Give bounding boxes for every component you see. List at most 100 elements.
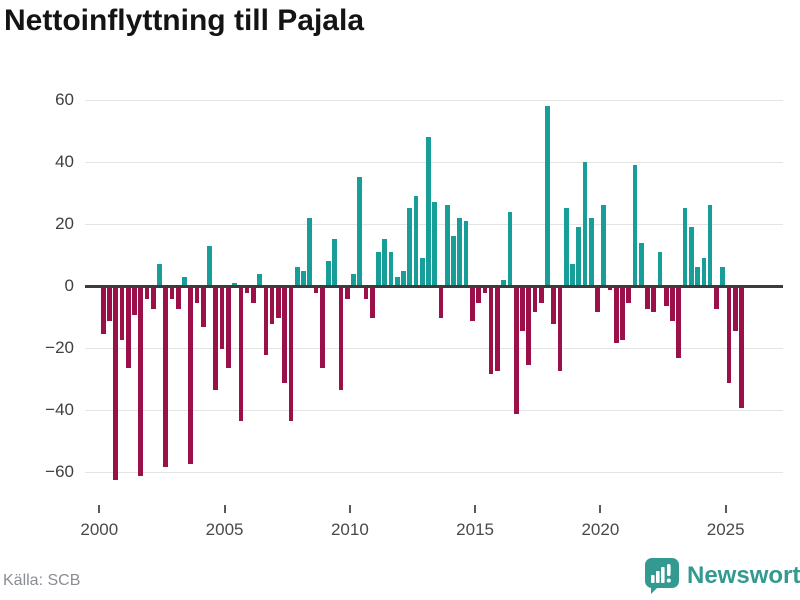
x-tick-2010	[348, 505, 351, 513]
bar-2024Q1	[701, 258, 707, 286]
bar-2017Q1	[526, 287, 532, 365]
bar-2020Q2	[607, 287, 613, 291]
y-tick-label-40: 40	[55, 152, 74, 171]
bar-2008Q3	[313, 287, 319, 294]
bar-2018Q3	[563, 208, 569, 286]
bar-2025Q3	[739, 287, 744, 409]
bar-2006Q2	[257, 273, 262, 286]
bar-2001Q4	[144, 287, 150, 300]
bar-2003Q1	[175, 287, 181, 309]
bar-2015Q2	[482, 287, 488, 294]
bar-2024Q3	[714, 287, 719, 309]
bar-2014Q4	[470, 287, 475, 322]
bar-2011Q3	[388, 251, 394, 286]
bar-2003Q3	[188, 287, 194, 464]
bar-2022Q2	[657, 251, 663, 286]
bar-2000Q2	[107, 287, 112, 322]
bar-2005Q2	[232, 282, 237, 286]
gridline--20	[85, 348, 783, 349]
bar-2009Q1	[326, 261, 331, 286]
bar-2009Q3	[338, 287, 344, 390]
bar-2024Q4	[720, 267, 725, 286]
x-tick-2015	[474, 505, 477, 513]
y-tick-label--20: −20	[45, 338, 74, 357]
bar-2022Q4	[670, 287, 675, 322]
x-tick-label-2025: 2025	[706, 520, 745, 539]
bar-2025Q2	[732, 287, 738, 331]
bar-2002Q1	[150, 287, 156, 309]
bar-2005Q4	[244, 287, 250, 294]
bar-2012Q2	[407, 208, 413, 286]
bar-2016Q3	[513, 287, 519, 415]
bar-2002Q2	[157, 264, 162, 286]
bar-2019Q3	[588, 217, 594, 286]
bar-2001Q1	[125, 287, 131, 368]
gridline--60	[85, 472, 783, 473]
bar-2008Q2	[307, 217, 313, 286]
bar-2019Q2	[582, 161, 588, 286]
bar-2010Q2	[357, 177, 363, 286]
bar-2022Q3	[663, 287, 669, 306]
bar-2023Q3	[689, 227, 694, 286]
bar-2019Q1	[576, 227, 582, 286]
bar-2014Q2	[457, 217, 463, 286]
x-tick-label-2000: 2000	[80, 520, 119, 539]
bar-2008Q4	[319, 287, 325, 368]
bar-2007Q2	[282, 287, 288, 384]
y-tick-label-20: 20	[55, 214, 74, 233]
gridline-60	[85, 100, 783, 101]
bar-2016Q1	[501, 279, 506, 286]
bar-2020Q4	[620, 287, 625, 340]
x-axis-zero-line	[85, 285, 783, 288]
bar-2023Q1	[676, 287, 682, 359]
bar-2008Q1	[301, 270, 306, 286]
bar-2021Q2	[632, 164, 638, 286]
bar-2021Q4	[645, 287, 650, 309]
bar-2015Q3	[488, 287, 494, 374]
bar-2002Q4	[169, 287, 175, 300]
bar-2021Q1	[626, 287, 632, 303]
gridline--40	[85, 410, 783, 411]
bar-2007Q4	[294, 267, 300, 286]
gridline-40	[85, 162, 783, 163]
bar-2013Q2	[432, 202, 438, 286]
bar-2012Q4	[419, 258, 425, 286]
y-tick-label--60: −60	[45, 462, 74, 481]
y-tick-label--40: −40	[45, 400, 74, 419]
bar-2021Q3	[638, 242, 644, 286]
bar-2002Q3	[163, 287, 169, 468]
x-tick-2005	[223, 505, 226, 513]
bar-2012Q1	[401, 270, 406, 286]
bar-2014Q3	[463, 220, 469, 286]
bar-2003Q4	[194, 287, 200, 303]
bar-2014Q1	[451, 236, 456, 286]
bar-2010Q1	[351, 273, 356, 286]
bar-2018Q1	[551, 287, 557, 325]
bar-2013Q3	[438, 287, 444, 319]
newsworthy-logo-text: Newsworthy	[687, 562, 800, 589]
bar-2018Q4	[570, 264, 575, 286]
bar-2004Q2	[207, 245, 212, 286]
bar-2003Q2	[182, 276, 187, 286]
chart-title: Nettoinflyttning till Pajala	[4, 4, 365, 37]
bar-2013Q4	[444, 205, 450, 286]
bar-2009Q2	[332, 239, 338, 286]
bar-2006Q4	[269, 287, 275, 325]
bar-2005Q1	[225, 287, 231, 368]
newsworthy-logo-icon	[644, 557, 680, 595]
bar-2016Q2	[507, 211, 513, 286]
bar-2020Q3	[613, 287, 619, 343]
bar-2017Q4	[545, 105, 550, 286]
newsworthy-logo: Newsworthy	[644, 557, 800, 595]
bar-2005Q3	[238, 287, 244, 421]
bar-2020Q1	[601, 205, 607, 286]
bar-2023Q2	[682, 208, 688, 286]
x-tick-label-2010: 2010	[330, 520, 369, 539]
bar-2007Q3	[288, 287, 294, 421]
bar-2015Q4	[495, 287, 500, 371]
bar-2025Q1	[726, 287, 732, 384]
x-tick-2025	[724, 505, 727, 513]
bar-2011Q2	[382, 239, 388, 286]
x-tick-2000	[98, 505, 101, 513]
